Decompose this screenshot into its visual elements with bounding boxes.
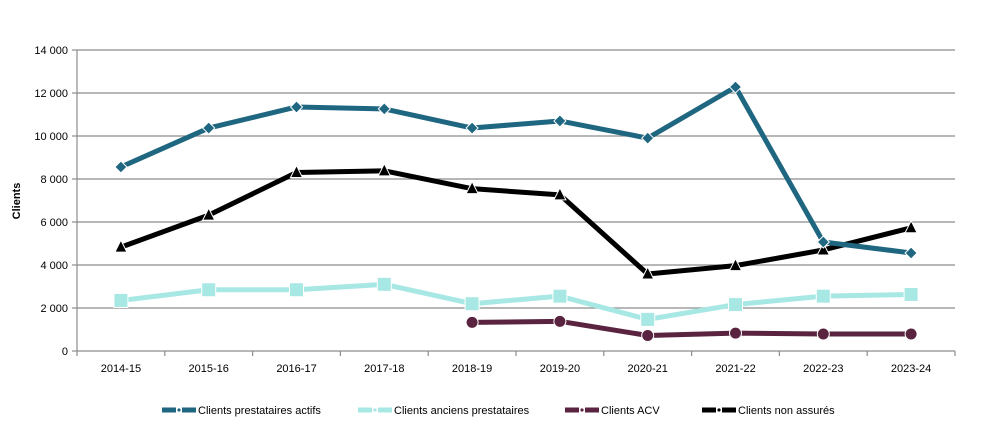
data-point (815, 288, 831, 304)
data-point (465, 121, 479, 135)
y-tick-label: 10 000 (34, 131, 68, 143)
legend-marker (373, 408, 377, 412)
data-point (904, 327, 918, 341)
data-point (640, 131, 655, 145)
data-point (904, 219, 918, 234)
data-point (553, 186, 567, 201)
legend: Clients prestataires actifs Clients ancie… (162, 405, 835, 417)
y-tick-label: 14 000 (34, 45, 68, 57)
data-point (201, 121, 216, 135)
data-point (114, 160, 128, 174)
data-point (376, 276, 392, 292)
series-line (120, 168, 912, 277)
x-tick-label: 2014-15 (101, 363, 141, 375)
data-point (289, 282, 304, 298)
data-point (289, 164, 304, 179)
y-tick-label: 12 000 (34, 88, 68, 100)
data-point (904, 246, 918, 260)
y-tick-label: 8 000 (40, 174, 68, 186)
data-point (553, 314, 567, 328)
legend-item: Clients non assurés (702, 405, 835, 417)
data-point (464, 296, 480, 312)
series-clients-anciens-prestataires (113, 276, 919, 327)
data-point (728, 257, 743, 272)
data-point (113, 292, 129, 308)
series-line (472, 318, 912, 339)
legend-label: Clients anciens prestataires (394, 405, 530, 417)
x-tick-label: 2021-22 (715, 363, 755, 375)
x-tick-label: 2017-18 (364, 363, 404, 375)
series-line (120, 281, 912, 322)
legend-marker (177, 408, 181, 412)
data-point (465, 180, 479, 195)
y-tick-label: 0 (62, 346, 68, 358)
data-point (640, 311, 656, 327)
data-point (377, 102, 392, 116)
data-point (201, 207, 216, 221)
data-point (465, 315, 479, 329)
x-tick-label: 2016-17 (276, 363, 316, 375)
data-point (903, 286, 919, 302)
series-group (113, 80, 919, 343)
legend-label: Clients non assurés (738, 405, 835, 417)
series-clients-prestataires-actifs (114, 80, 918, 260)
data-point (552, 288, 568, 304)
gridlines (77, 49, 955, 309)
x-tick-label: 2023-24 (891, 363, 931, 375)
axes (72, 49, 956, 356)
x-tick-label: 2018-19 (452, 363, 492, 375)
x-tick-label: 2022-23 (803, 363, 843, 375)
y-tick-label: 2 000 (40, 303, 68, 315)
x-tick-label: 2015-16 (189, 363, 229, 375)
x-tick-labels: 2014-15 2015-16 2016-17 2017-18 2018-19 2019-… (101, 363, 932, 375)
y-axis-label: Clients (11, 183, 23, 220)
data-point (201, 282, 217, 298)
legend-marker (580, 408, 584, 412)
data-point (816, 241, 831, 256)
x-tick-label: 2019-20 (540, 363, 580, 375)
legend-marker (717, 408, 721, 412)
data-point (289, 100, 304, 114)
y-tick-label: 4 000 (40, 260, 68, 272)
series-line (119, 84, 912, 256)
legend-item: Clients ACV (565, 405, 660, 417)
data-point (641, 329, 655, 343)
data-point (728, 297, 743, 313)
legend-item: Clients anciens prestataires (358, 405, 530, 417)
y-tick-label: 6 000 (40, 217, 68, 229)
data-point (729, 326, 742, 340)
data-point (640, 265, 655, 280)
y-tick-labels: 0 2 000 4 000 6 000 8 000 10 000 12 000 14 000 (34, 45, 68, 358)
data-point (728, 80, 743, 94)
series-clients-acv (465, 314, 918, 343)
data-point (816, 327, 830, 341)
data-point (377, 162, 392, 177)
series-clients-non-assur-s (114, 162, 918, 280)
data-point (553, 114, 567, 128)
data-point (816, 235, 831, 249)
legend-label: Clients prestataires actifs (198, 405, 321, 417)
x-tick-label: 2020-21 (628, 363, 668, 375)
data-point (114, 239, 128, 253)
legend-item: Clients prestataires actifs (162, 405, 321, 417)
legend-label: Clients ACV (601, 405, 660, 417)
